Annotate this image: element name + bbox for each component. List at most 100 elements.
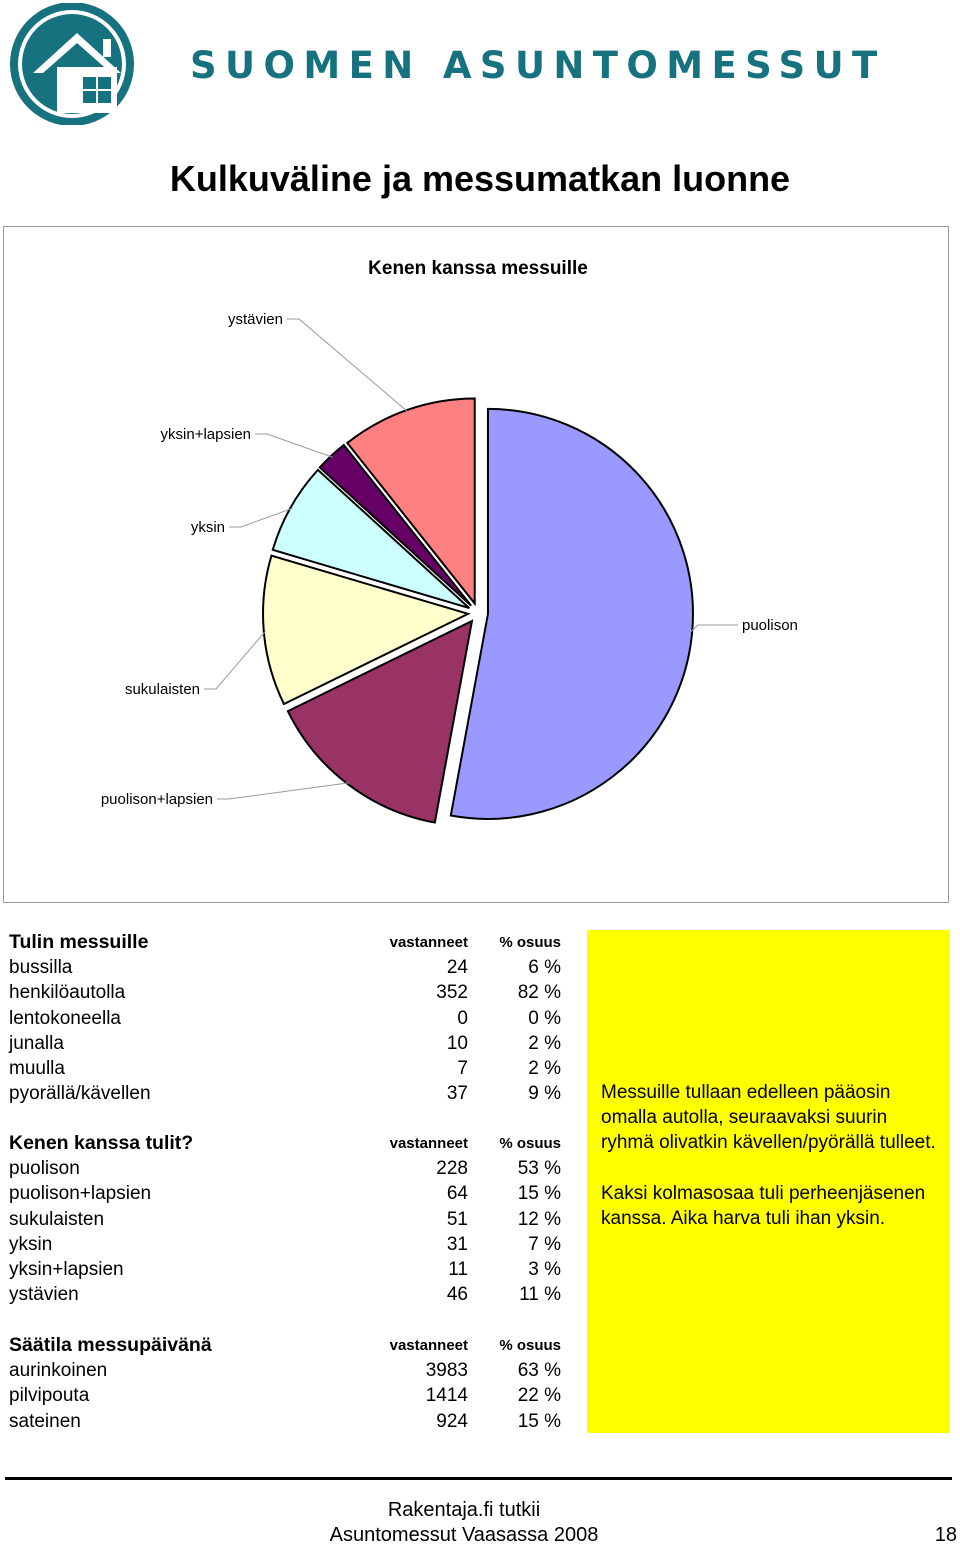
row-count: 11: [448, 1258, 468, 1280]
row-count: 352: [436, 982, 468, 1004]
table-title: Säätila messupäivänä: [9, 1334, 212, 1356]
row-label: pyorällä/kävellen: [9, 1083, 151, 1105]
table-row: lentokoneella 0 0 %: [0, 1006, 580, 1031]
table-title: Kenen kanssa tulit?: [9, 1132, 194, 1154]
row-label: sukulaisten: [9, 1208, 105, 1230]
column-header-count: vastanneet: [389, 1135, 468, 1152]
brand-name: SUOMEN ASUNTOMESSUT: [190, 44, 886, 87]
row-label: ystävien: [9, 1284, 79, 1306]
row-percent: 9 %: [528, 1083, 561, 1105]
table-row: puolison 228 53 %: [0, 1156, 580, 1181]
row-label: sateinen: [9, 1410, 81, 1432]
row-percent: 7 %: [528, 1233, 561, 1255]
leader-line: [255, 433, 333, 458]
row-count: 924: [436, 1410, 468, 1432]
row-count: 46: [446, 1284, 468, 1306]
slice-label: ystävien: [228, 311, 283, 328]
row-count: 31: [446, 1233, 468, 1255]
slice-label: yksin: [191, 519, 225, 536]
table-row: puolison+lapsien 64 15 %: [0, 1181, 580, 1206]
row-count: 64: [446, 1183, 468, 1205]
page-number: 18: [934, 1524, 957, 1546]
pie-chart: Kenen kanssa messuille puolison puolison+…: [3, 226, 949, 903]
table-row: henkilöautolla 352 82 %: [0, 980, 580, 1005]
row-percent: 15 %: [517, 1410, 561, 1432]
pie-slice-sukulaisten: [262, 554, 471, 706]
leader-line: [689, 624, 738, 633]
row-percent: 53 %: [517, 1158, 561, 1180]
row-label: muulla: [9, 1057, 65, 1079]
brand-logo: [5, 2, 140, 126]
row-percent: 82 %: [517, 982, 561, 1004]
row-percent: 6 %: [528, 957, 561, 979]
row-percent: 3 %: [528, 1258, 561, 1280]
table-title: Tulin messuille: [9, 931, 149, 953]
table-row: junalla 10 2 %: [0, 1031, 580, 1056]
row-percent: 2 %: [528, 1032, 561, 1054]
pie-slice-yksin: [271, 468, 470, 610]
column-header-count: vastanneet: [389, 934, 468, 951]
column-header-percent: % osuus: [499, 934, 561, 951]
table-transport: Tulin messuille vastanneet % osuus bussi…: [0, 930, 580, 1106]
summary-note: Messuille tullaan edelleen pääosin omall…: [587, 930, 950, 1433]
table-header: Kenen kanssa tulit? vastanneet % osuus: [0, 1131, 580, 1156]
pie-slice-yst-vien: [345, 397, 476, 607]
table-row: muulla 7 2 %: [0, 1056, 580, 1081]
table-weather: Säätila messupäivänä vastanneet % osuus …: [0, 1333, 580, 1434]
slice-label: yksin+lapsien: [161, 426, 251, 443]
pie-slice-puolison-lapsien: [286, 619, 474, 824]
leader-line: [287, 318, 409, 413]
pie-slice-puolison: [449, 407, 694, 820]
table-row: yksin+lapsien 11 3 %: [0, 1257, 580, 1282]
row-count: 37: [446, 1083, 468, 1105]
table-row: aurinkoinen 3983 63 %: [0, 1358, 580, 1383]
table-row: sukulaisten 51 12 %: [0, 1207, 580, 1232]
column-header-percent: % osuus: [499, 1337, 561, 1354]
table-row: yksin 31 7 %: [0, 1232, 580, 1257]
row-percent: 12 %: [517, 1208, 561, 1230]
row-label: pilvipouta: [9, 1385, 90, 1407]
row-label: henkilöautolla: [9, 982, 126, 1004]
row-label: yksin: [9, 1233, 53, 1255]
row-count: 3983: [425, 1360, 468, 1382]
footer-line-1: Rakentaja.fi tutkii: [387, 1499, 541, 1521]
slice-label: sukulaisten: [125, 681, 200, 698]
leader-line: [204, 630, 267, 690]
table-row: bussilla 24 6 %: [0, 955, 580, 980]
row-count: 0: [457, 1007, 468, 1029]
table-row: pilvipouta 1414 22 %: [0, 1383, 580, 1408]
footer-divider: [5, 1477, 952, 1480]
row-count: 7: [457, 1057, 468, 1079]
table-row: ystävien 46 11 %: [0, 1282, 580, 1307]
row-percent: 63 %: [517, 1360, 561, 1382]
pie-chart-svg: Kenen kanssa messuille puolison puolison+…: [101, 258, 798, 824]
chart-title: Kenen kanssa messuille: [368, 258, 588, 279]
slice-label: puolison: [742, 617, 798, 634]
row-label: lentokoneella: [9, 1007, 121, 1029]
table-row: pyorällä/kävellen 37 9 %: [0, 1081, 580, 1106]
row-percent: 0 %: [528, 1007, 561, 1029]
row-label: aurinkoinen: [9, 1360, 108, 1382]
table-row: sateinen 924 15 %: [0, 1409, 580, 1434]
leader-line: [229, 507, 293, 528]
row-count: 51: [446, 1208, 468, 1230]
row-count: 10: [446, 1032, 468, 1054]
leader-line: [217, 782, 350, 800]
note-paragraph-2: Kaksi kolmasosaa tuli perheenjäsenen kan…: [601, 1182, 926, 1229]
table-company: Kenen kanssa tulit? vastanneet % osuus p…: [0, 1131, 580, 1307]
row-label: yksin+lapsien: [9, 1258, 124, 1280]
row-count: 24: [446, 957, 468, 979]
pie-slice-yksin-lapsien: [318, 443, 472, 607]
row-count: 228: [436, 1158, 468, 1180]
column-header-percent: % osuus: [499, 1135, 561, 1152]
row-percent: 2 %: [528, 1057, 561, 1079]
row-label: puolison: [9, 1158, 80, 1180]
row-label: junalla: [9, 1032, 64, 1054]
slice-label: puolison+lapsien: [101, 791, 213, 808]
row-percent: 22 %: [517, 1385, 561, 1407]
column-header-count: vastanneet: [389, 1337, 468, 1354]
note-paragraph-1: Messuille tullaan edelleen pääosin omall…: [601, 1082, 936, 1154]
page-title: Kulkuväline ja messumatkan luonne: [169, 158, 791, 199]
row-label: puolison+lapsien: [9, 1183, 152, 1205]
row-percent: 15 %: [517, 1183, 561, 1205]
